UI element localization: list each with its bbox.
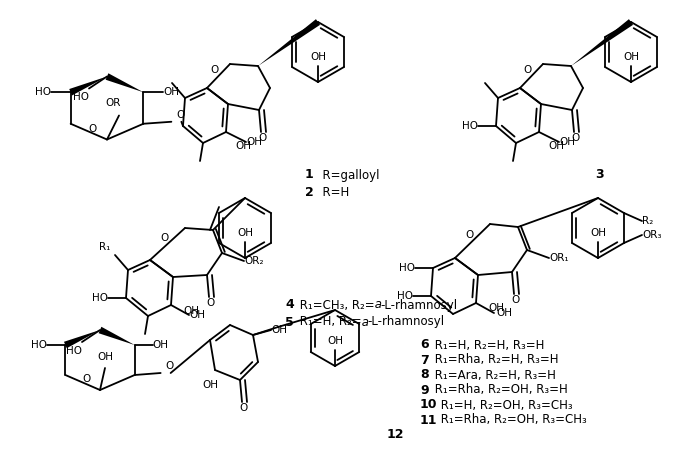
Text: 5: 5 [285, 315, 294, 329]
Text: HO: HO [399, 263, 415, 273]
Polygon shape [69, 76, 107, 96]
Text: R₁=Rha, R₂=OH, R₃=CH₃: R₁=Rha, R₂=OH, R₃=CH₃ [437, 414, 587, 426]
Text: O: O [572, 133, 580, 143]
Text: O: O [512, 295, 520, 305]
Text: R₁=H, R₂=H, R₃=H: R₁=H, R₂=H, R₃=H [431, 339, 545, 351]
Text: OH: OH [548, 141, 564, 151]
Text: R=H: R=H [315, 186, 349, 200]
Polygon shape [99, 327, 135, 345]
Text: OH: OH [237, 228, 253, 238]
Text: OH: OH [97, 352, 113, 362]
Polygon shape [106, 73, 143, 92]
Text: 9: 9 [420, 383, 428, 397]
Text: R₁=Rha, R₂=OH, R₃=H: R₁=Rha, R₂=OH, R₃=H [431, 383, 568, 397]
Text: R₂: R₂ [642, 216, 653, 226]
Text: HO: HO [31, 340, 48, 350]
Text: OH: OH [310, 52, 326, 62]
Text: 8: 8 [420, 368, 428, 382]
Text: R₁=CH₃, R₂=: R₁=CH₃, R₂= [296, 298, 375, 312]
Text: R₁=Ara, R₂=H, R₃=H: R₁=Ara, R₂=H, R₃=H [431, 368, 556, 382]
Text: O: O [160, 233, 169, 243]
Text: -L-rhamnosyl: -L-rhamnosyl [367, 315, 444, 329]
Text: HO: HO [66, 346, 82, 356]
Text: R₁=H, R₂=OH, R₃=CH₃: R₁=H, R₂=OH, R₃=CH₃ [437, 399, 573, 411]
Text: OH: OH [271, 325, 287, 335]
Text: OH: OH [488, 303, 504, 313]
Text: O: O [240, 403, 248, 413]
Text: a: a [371, 298, 382, 312]
Text: 1: 1 [305, 169, 314, 181]
Text: OH: OH [183, 306, 199, 316]
Text: HO: HO [397, 291, 413, 301]
Text: HO: HO [92, 293, 108, 303]
Text: 11: 11 [420, 414, 437, 426]
Text: 10: 10 [420, 399, 437, 411]
Text: R₁=H, R₂=: R₁=H, R₂= [296, 315, 366, 329]
Text: OH: OH [163, 87, 180, 97]
Text: 7: 7 [420, 354, 428, 367]
Text: OH: OH [623, 52, 639, 62]
Text: O: O [207, 298, 215, 308]
Text: OR₂: OR₂ [244, 256, 263, 266]
Polygon shape [258, 19, 320, 66]
Text: O: O [82, 374, 91, 384]
Text: 3: 3 [595, 169, 604, 181]
Text: OH: OH [590, 228, 606, 238]
Polygon shape [571, 19, 633, 66]
Text: OR: OR [105, 97, 121, 107]
Text: OH: OH [202, 380, 218, 390]
Polygon shape [64, 330, 100, 348]
Text: O: O [88, 124, 97, 133]
Text: R₁: R₁ [99, 242, 110, 252]
Text: O: O [259, 133, 267, 143]
Text: O: O [523, 65, 531, 75]
Text: HO: HO [462, 121, 478, 131]
Text: OH: OH [189, 310, 205, 320]
Text: O: O [176, 110, 184, 120]
Text: 4: 4 [285, 298, 294, 312]
Text: OH: OH [327, 336, 343, 346]
Text: OH: OH [153, 340, 169, 350]
Text: OH: OH [246, 137, 262, 147]
Text: OH: OH [559, 137, 575, 147]
Text: OH: OH [496, 308, 512, 318]
Text: 12: 12 [387, 429, 404, 441]
Text: OR₃: OR₃ [642, 230, 661, 240]
Text: 2: 2 [305, 186, 314, 200]
Text: R₁=Rha, R₂=H, R₃=H: R₁=Rha, R₂=H, R₃=H [431, 354, 558, 367]
Text: a: a [358, 315, 369, 329]
Text: -L-rhamnosyl: -L-rhamnosyl [380, 298, 457, 312]
Text: O: O [166, 361, 174, 371]
Text: HO: HO [35, 87, 50, 97]
Text: OH: OH [235, 141, 251, 151]
Text: OR₁: OR₁ [549, 253, 569, 263]
Text: HO: HO [73, 92, 89, 102]
Text: O: O [465, 230, 473, 240]
Text: O: O [210, 65, 218, 75]
Text: 6: 6 [420, 339, 428, 351]
Text: R=galloyl: R=galloyl [315, 169, 379, 181]
